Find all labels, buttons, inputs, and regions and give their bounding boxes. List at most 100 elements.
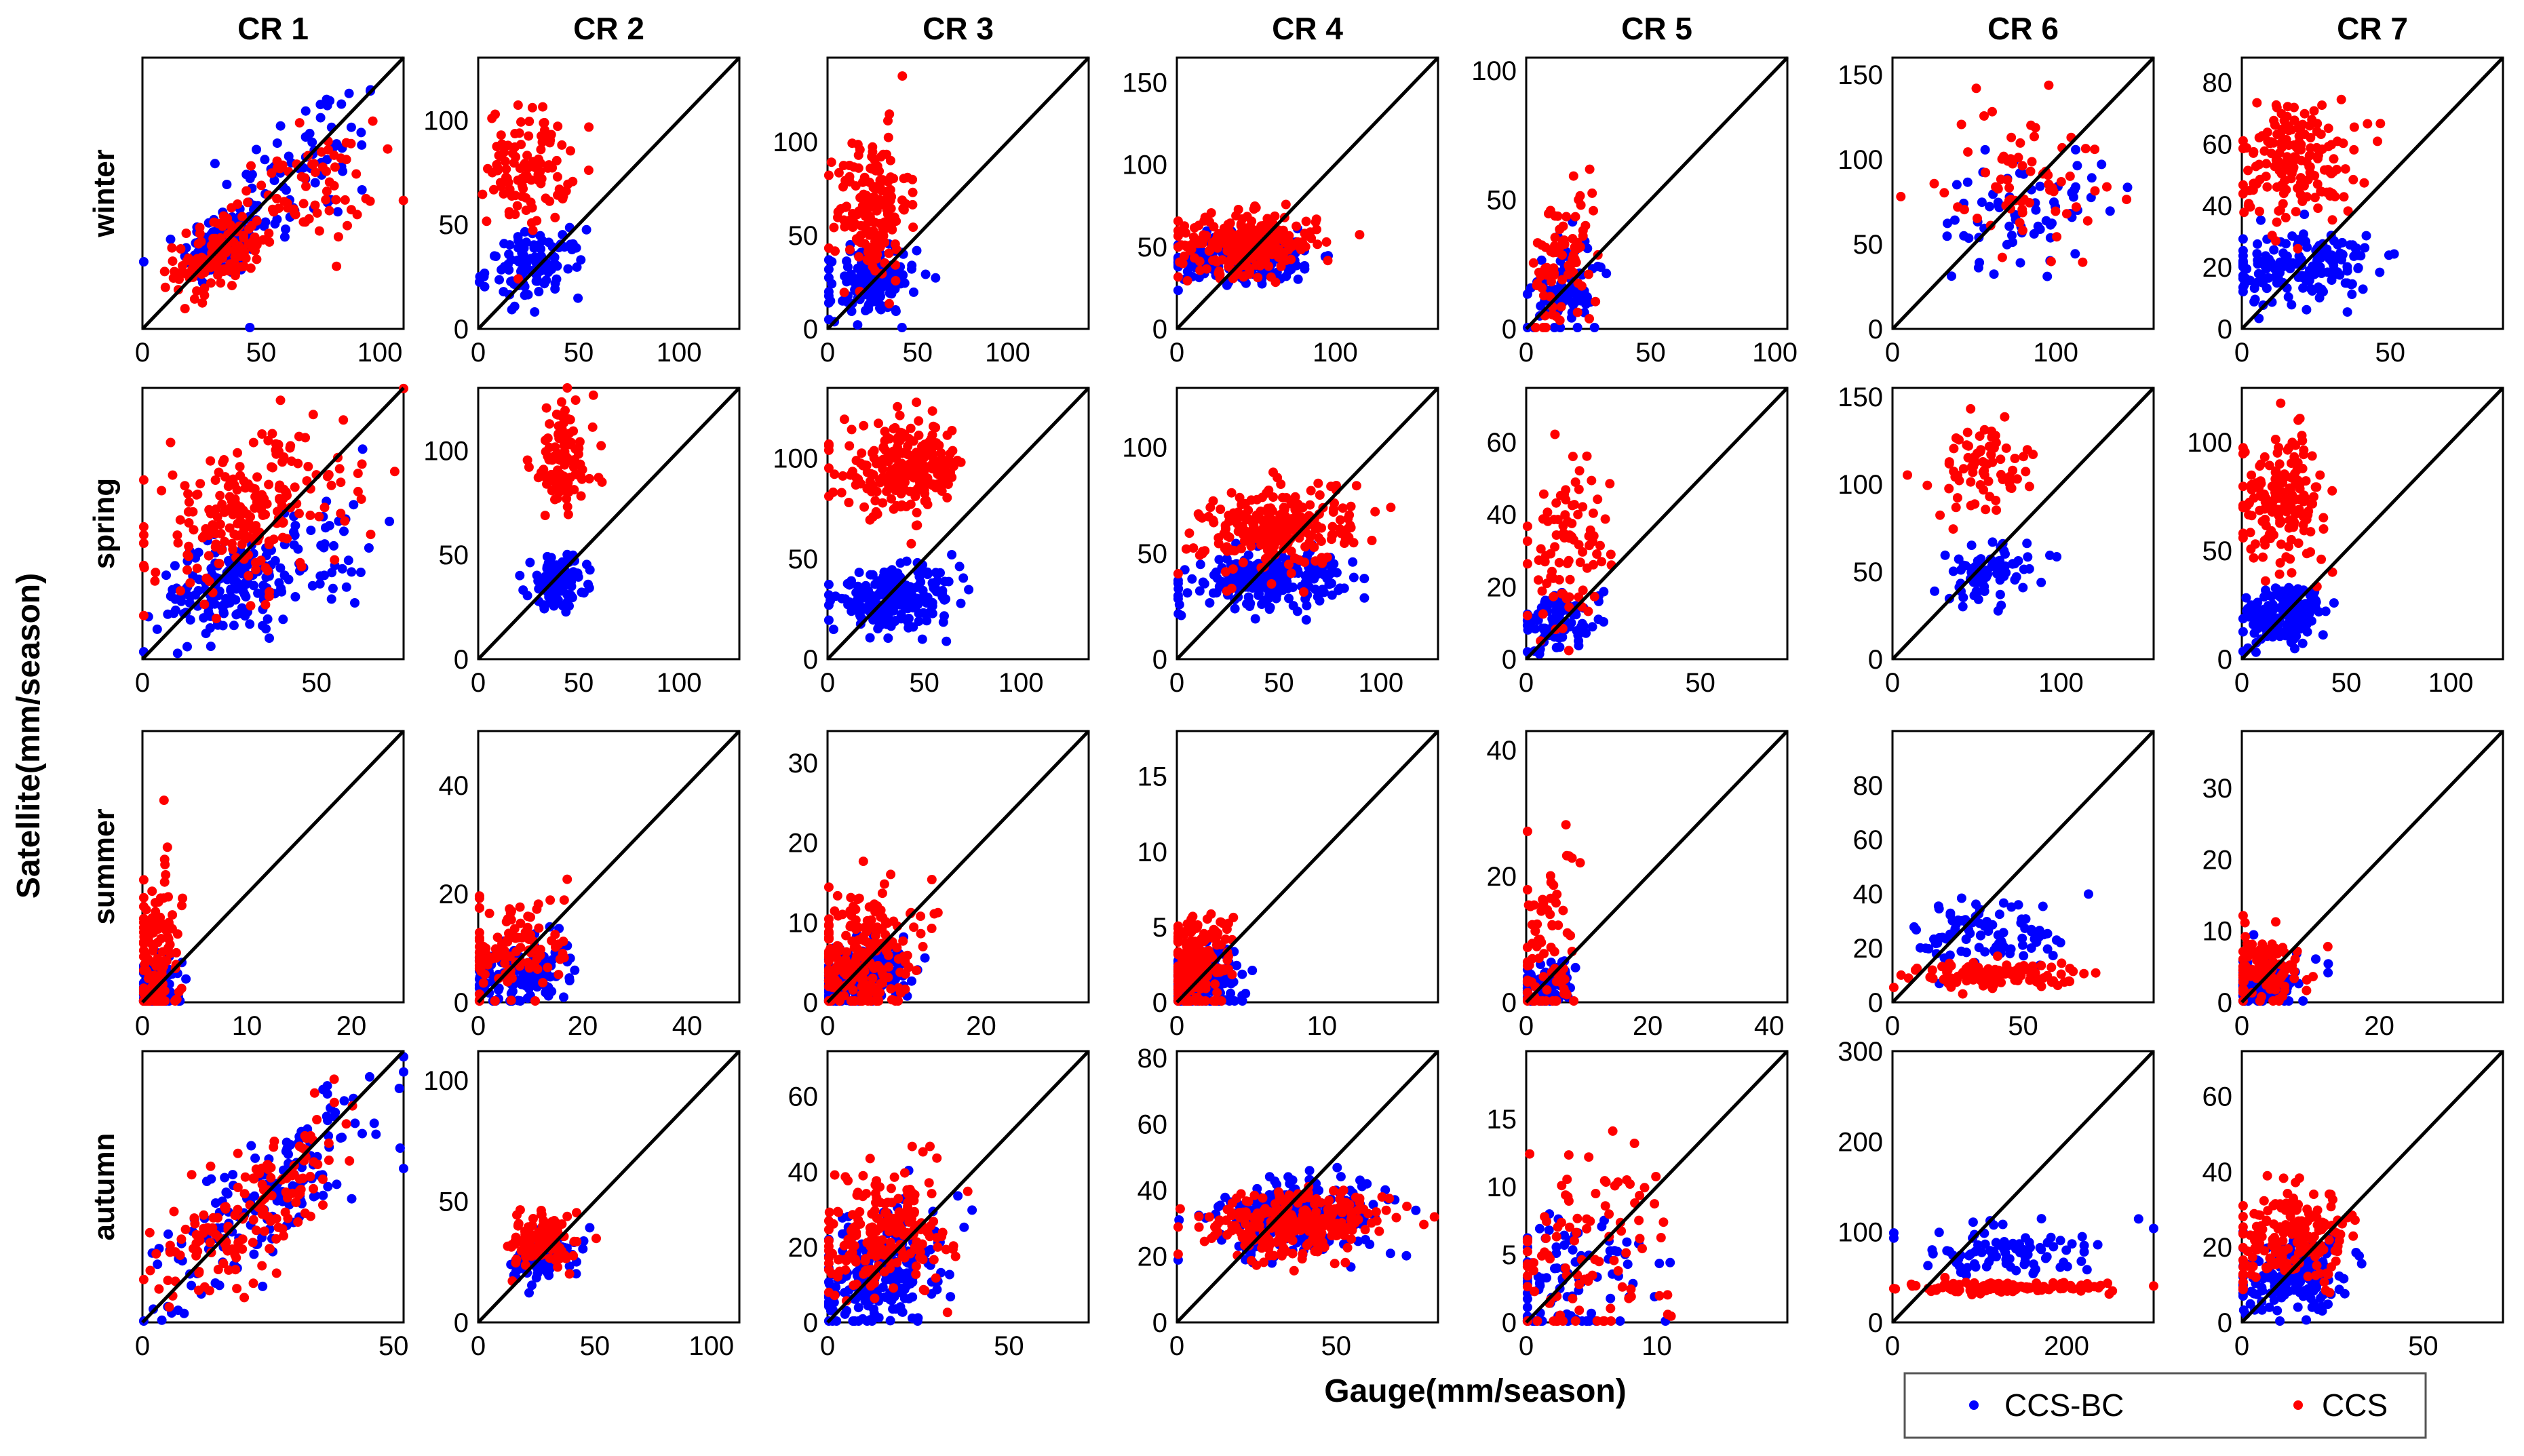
point-ccs [298,199,309,209]
point-ccs [541,403,551,413]
x-tick-label: 0 [1519,338,1534,368]
point-ccs [162,842,172,852]
point-ccs [882,205,892,215]
point-ccs [544,442,554,452]
point-ccs [848,222,858,233]
y-tick-label: 150 [1122,68,1167,98]
point-ccs-bc [823,315,834,325]
point-ccs [560,406,570,416]
point-ccs-bc [1555,323,1566,332]
point-ccs-bc [2251,599,2261,609]
point-ccs-bc [138,257,149,267]
point-ccs-bc [2266,258,2276,267]
point-ccs [584,122,594,132]
point-ccs-bc [1288,601,1298,611]
point-ccs [267,463,277,473]
point-ccs [2025,166,2036,176]
point-ccs [2313,203,2323,213]
point-ccs [175,515,185,525]
point-ccs [2251,539,2260,549]
point-ccs-bc [300,132,311,142]
y-tick-label: 0 [2217,315,2232,345]
y-tick-label: 100 [423,106,469,136]
point-ccs [263,435,273,446]
point-ccs [860,212,870,221]
point-ccs [2061,209,2072,219]
point-ccs-bc [1947,271,1956,281]
point-ccs [1243,505,1254,515]
y-tick-label: 0 [454,315,469,345]
point-ccs [1555,224,1565,235]
point-ccs-bc [901,556,912,566]
point-ccs [524,117,535,126]
point-ccs-bc [564,601,574,611]
point-ccs [230,252,240,262]
point-ccs [826,157,836,168]
point-ccs-bc [909,287,918,297]
point-ccs-bc [920,269,931,279]
point-ccs-bc [2291,259,2301,269]
point-ccs [151,996,161,1006]
point-ccs-bc [827,279,837,289]
point-ccs-bc [2007,231,2017,241]
point-ccs [1355,230,1365,240]
point-ccs [2293,415,2304,425]
point-ccs [2338,138,2348,149]
point-ccs [1262,214,1273,224]
point-ccs [539,117,549,127]
point-ccs [247,220,257,231]
point-ccs-bc [516,996,526,1006]
point-ccs [1214,266,1224,276]
point-ccs-bc [2238,245,2248,256]
point-ccs-bc [1964,233,1974,243]
point-ccs [2289,517,2299,527]
point-ccs [2257,131,2268,141]
point-ccs-bc [863,269,872,279]
point-ccs-bc [1555,642,1565,652]
point-ccs-bc [907,600,917,610]
point-ccs-bc [338,166,348,176]
point-ccs [2276,139,2287,149]
point-ccs [293,458,303,469]
x-tick-label: 50 [2331,668,2362,698]
point-ccs [165,948,175,958]
y-tick-label: 100 [423,436,469,466]
point-ccs [353,469,363,479]
point-ccs [1592,549,1602,559]
point-ccs [2018,225,2027,235]
point-ccs [2272,448,2283,458]
point-ccs-bc [522,256,532,266]
point-ccs [1386,503,1396,513]
point-ccs [1238,243,1248,254]
point-ccs [277,457,288,467]
y-tick-label: 50 [788,545,819,574]
point-ccs [1564,646,1574,656]
point-ccs [1322,552,1332,562]
point-ccs [1247,525,1258,535]
point-ccs-bc [315,578,325,589]
point-ccs [534,923,544,933]
point-ccs [2251,161,2261,172]
point-ccs [878,175,888,185]
point-ccs [1313,239,1323,250]
y-tick-label: 0 [1152,315,1167,345]
point-ccs [1935,510,1945,520]
point-ccs [170,996,180,1006]
point-ccs [1321,237,1332,247]
point-ccs-bc [861,277,871,287]
point-ccs-bc [2041,216,2051,226]
point-ccs-bc [1277,566,1287,576]
point-ccs [346,205,356,215]
y-tick-label: 40 [1487,500,1517,530]
point-ccs [2271,466,2281,476]
point-ccs [206,456,216,466]
point-ccs-bc [547,986,557,996]
point-ccs-bc [2314,607,2324,617]
point-ccs [2323,123,2333,134]
point-ccs [332,261,342,271]
x-tick-label: 100 [2428,668,2474,698]
point-ccs [1329,498,1339,508]
point-ccs-bc [922,616,932,626]
point-ccs-bc [547,587,558,597]
